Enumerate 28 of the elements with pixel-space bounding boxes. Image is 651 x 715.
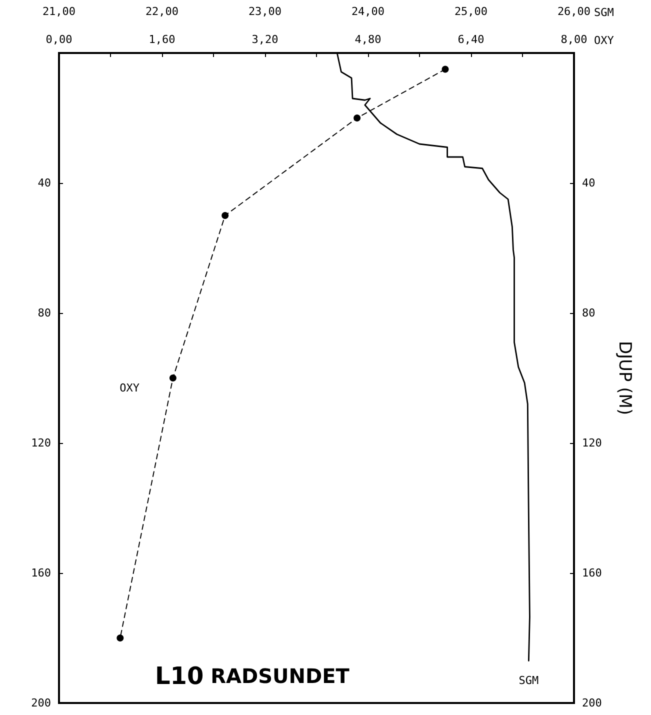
x-axis-title: SGM bbox=[594, 6, 614, 19]
x-tick-label: 23,00 bbox=[248, 5, 282, 18]
y2-tick-label: 200 bbox=[582, 696, 602, 710]
x-tick-label: 25,00 bbox=[454, 5, 488, 18]
y-tick-label: 80 bbox=[38, 306, 51, 320]
x2-tick-label: 3,20 bbox=[252, 33, 278, 46]
text: OXY bbox=[120, 382, 140, 394]
y-tick-label: 40 bbox=[38, 176, 51, 190]
y2-tick-label: 40 bbox=[582, 176, 596, 190]
x2-axis-title: OXY bbox=[594, 34, 614, 47]
x-tick-label: 21,00 bbox=[42, 5, 76, 18]
x2-tick-label: 8,00 bbox=[560, 33, 588, 46]
y2-tick-label: 80 bbox=[582, 306, 596, 320]
x-tick-label: 22,00 bbox=[145, 5, 179, 18]
x-tick-label: 24,00 bbox=[351, 5, 385, 18]
y-tick-label: 120 bbox=[31, 436, 51, 450]
x2-tick-label: 0,00 bbox=[46, 33, 72, 46]
y2-tick-label: 120 bbox=[582, 436, 602, 450]
y2-axis-title: DJUP (M) bbox=[614, 340, 634, 416]
text: L10 RADSUNDET bbox=[155, 662, 350, 690]
y-tick-label: 160 bbox=[31, 566, 51, 580]
y-tick-label: 200 bbox=[31, 696, 51, 710]
x2-tick-label: 1,60 bbox=[148, 33, 176, 46]
series-label: SGM bbox=[518, 674, 539, 687]
y2-tick-label: 160 bbox=[582, 566, 602, 580]
x2-tick-label: 6,40 bbox=[458, 33, 484, 46]
x2-tick-label: 4,80 bbox=[354, 33, 382, 46]
x-tick-label: 26,00 bbox=[557, 5, 591, 18]
